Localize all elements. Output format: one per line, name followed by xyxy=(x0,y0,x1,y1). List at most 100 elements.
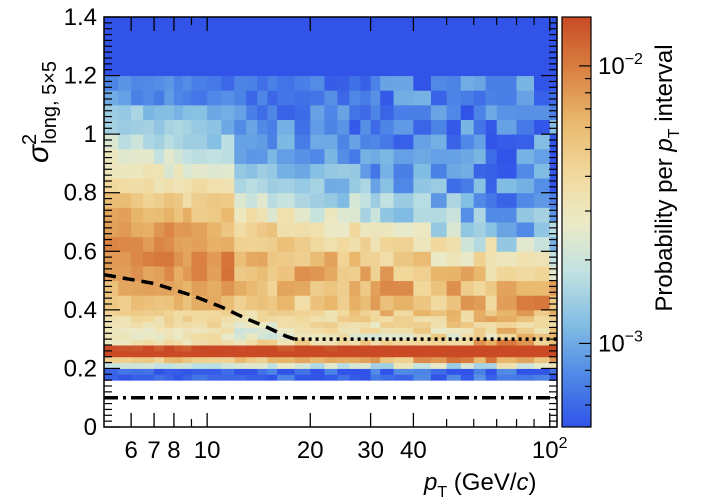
heatmap-cell xyxy=(191,104,208,120)
heatmap-cell xyxy=(370,350,381,358)
heatmap-cell xyxy=(337,280,350,296)
heatmap-cell xyxy=(380,339,395,346)
heatmap-cell xyxy=(413,163,432,179)
heatmap-cell xyxy=(360,321,372,328)
heatmap-cell xyxy=(430,309,448,317)
heatmap-cell xyxy=(154,90,165,106)
heatmap-cell xyxy=(349,368,361,375)
heatmap-cell xyxy=(310,119,325,135)
heatmap-cell xyxy=(413,119,432,135)
heatmap-cell xyxy=(182,345,192,352)
heatmap-cell xyxy=(173,333,184,340)
colorbar-title-prefix: Probability per xyxy=(651,152,678,312)
heatmap-cell xyxy=(324,374,338,381)
heatmap-cell xyxy=(267,17,278,33)
heatmap-cell xyxy=(310,321,325,328)
heatmap-cell xyxy=(154,251,165,267)
heatmap-cell xyxy=(460,321,475,328)
heatmap-cell xyxy=(349,265,361,282)
heatmap-cell xyxy=(516,178,535,194)
heatmap-cell xyxy=(191,31,208,47)
heatmap-cell xyxy=(246,178,258,194)
heatmap-cell xyxy=(460,163,475,179)
heatmap-cell xyxy=(267,104,278,120)
heatmap-cell xyxy=(143,148,155,164)
heatmap-cell xyxy=(257,17,268,33)
heatmap-cell xyxy=(370,295,381,311)
heatmap-cell xyxy=(154,163,165,179)
heatmap-cell xyxy=(473,104,487,120)
heatmap-cell xyxy=(496,265,518,282)
heatmap-cell xyxy=(360,280,372,296)
heatmap-cell xyxy=(310,163,325,179)
heatmap-cell xyxy=(143,315,155,323)
heatmap-cell xyxy=(234,163,247,179)
heatmap-cell xyxy=(413,280,432,296)
heatmap-cell xyxy=(277,90,296,106)
heatmap-cell xyxy=(496,309,518,317)
heatmap-cell xyxy=(413,17,432,33)
heatmap-cell xyxy=(164,119,175,135)
heatmap-cell xyxy=(154,327,165,334)
heatmap-cell xyxy=(234,333,247,340)
heatmap-cell xyxy=(430,251,448,267)
heatmap-cell xyxy=(349,46,361,62)
heatmap-cell xyxy=(310,75,325,91)
heatmap-cell xyxy=(337,119,350,135)
heatmap-cell xyxy=(246,350,258,358)
heatmap-cell xyxy=(534,368,551,375)
heatmap-cell xyxy=(221,104,235,120)
heatmap-cell xyxy=(413,104,432,120)
heatmap-cell xyxy=(393,192,414,208)
heatmap-cell xyxy=(337,163,350,179)
heatmap-cell xyxy=(534,46,551,62)
heatmap-cell xyxy=(164,222,175,238)
heatmap-cell xyxy=(413,75,432,91)
heatmap-cell xyxy=(173,265,184,282)
heatmap-cell xyxy=(349,207,361,223)
heatmap-cell xyxy=(267,339,278,346)
heatmap-cell xyxy=(310,31,325,47)
heatmap-cell xyxy=(549,134,558,150)
heatmap-cell xyxy=(485,315,498,323)
heatmap-cell xyxy=(143,280,155,296)
heatmap-cell xyxy=(173,104,184,120)
heatmap-cell xyxy=(310,368,325,375)
heatmap-cell xyxy=(118,17,132,33)
heatmap-cell xyxy=(221,60,235,77)
heatmap-cell xyxy=(104,327,119,334)
heatmap-cell xyxy=(164,31,175,47)
heatmap-cell xyxy=(131,315,144,323)
heatmap-cell xyxy=(460,119,475,135)
heatmap-cell xyxy=(131,362,144,369)
heatmap-cell xyxy=(257,31,268,47)
heatmap-cell xyxy=(118,134,132,150)
heatmap-cell xyxy=(413,134,432,150)
heatmap-cell xyxy=(294,362,311,369)
heatmap-cell xyxy=(257,119,268,135)
heatmap-cell xyxy=(257,356,268,364)
y-tick-label: 0.4 xyxy=(64,297,97,324)
heatmap-cell xyxy=(267,46,278,62)
heatmap-cell xyxy=(460,207,475,223)
heatmap-cell xyxy=(337,31,350,47)
heatmap-cell xyxy=(430,339,448,346)
heatmap-cell xyxy=(380,345,395,352)
heatmap-cell xyxy=(549,356,558,364)
heatmap-cell xyxy=(267,75,278,91)
heatmap-cell xyxy=(118,333,132,340)
heatmap-cell xyxy=(485,356,498,364)
heatmap-cell xyxy=(380,368,395,375)
heatmap-cell xyxy=(534,327,551,334)
x-axis-title-p: p xyxy=(423,469,437,496)
heatmap-cell xyxy=(131,339,144,346)
heatmap-cell xyxy=(310,362,325,369)
heatmap-cell xyxy=(118,339,132,346)
heatmap-cell xyxy=(164,192,175,208)
heatmap-cell xyxy=(370,207,381,223)
heatmap-cell xyxy=(104,374,119,381)
heatmap-cell xyxy=(446,362,462,369)
heatmap-cell xyxy=(446,350,462,358)
heatmap-cell xyxy=(182,280,192,296)
heatmap-cell xyxy=(310,333,325,340)
